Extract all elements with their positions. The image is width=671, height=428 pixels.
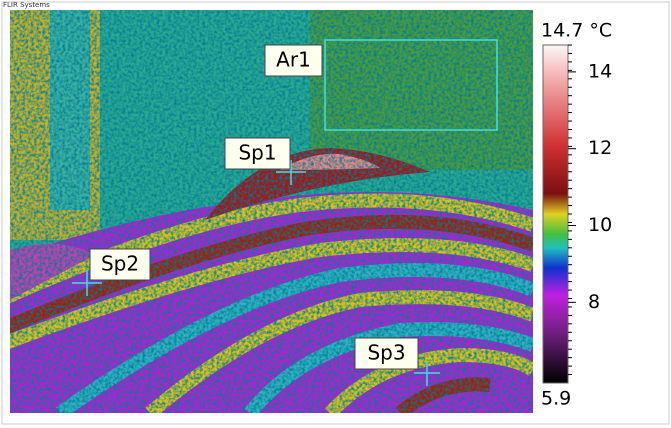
- spot-label: Sp2: [101, 252, 139, 276]
- color-scale: [543, 45, 568, 383]
- brand: FLIR Systems: [3, 1, 50, 9]
- thermal-view: FLIR Systems Ar1 Sp1 Sp2 Sp3 14.7 °C 14 12…: [0, 0, 671, 428]
- tick-label: 14: [588, 60, 612, 82]
- tick-label: 8: [588, 291, 600, 313]
- spot-label: Sp3: [367, 341, 405, 365]
- scale-min: 5.9: [541, 388, 571, 410]
- scale-max: 14.7 °C: [541, 20, 612, 42]
- area-label: Ar1: [276, 48, 311, 72]
- tick-label: 12: [588, 137, 612, 159]
- spot-label: Sp1: [238, 141, 276, 165]
- tick-label: 10: [588, 214, 612, 236]
